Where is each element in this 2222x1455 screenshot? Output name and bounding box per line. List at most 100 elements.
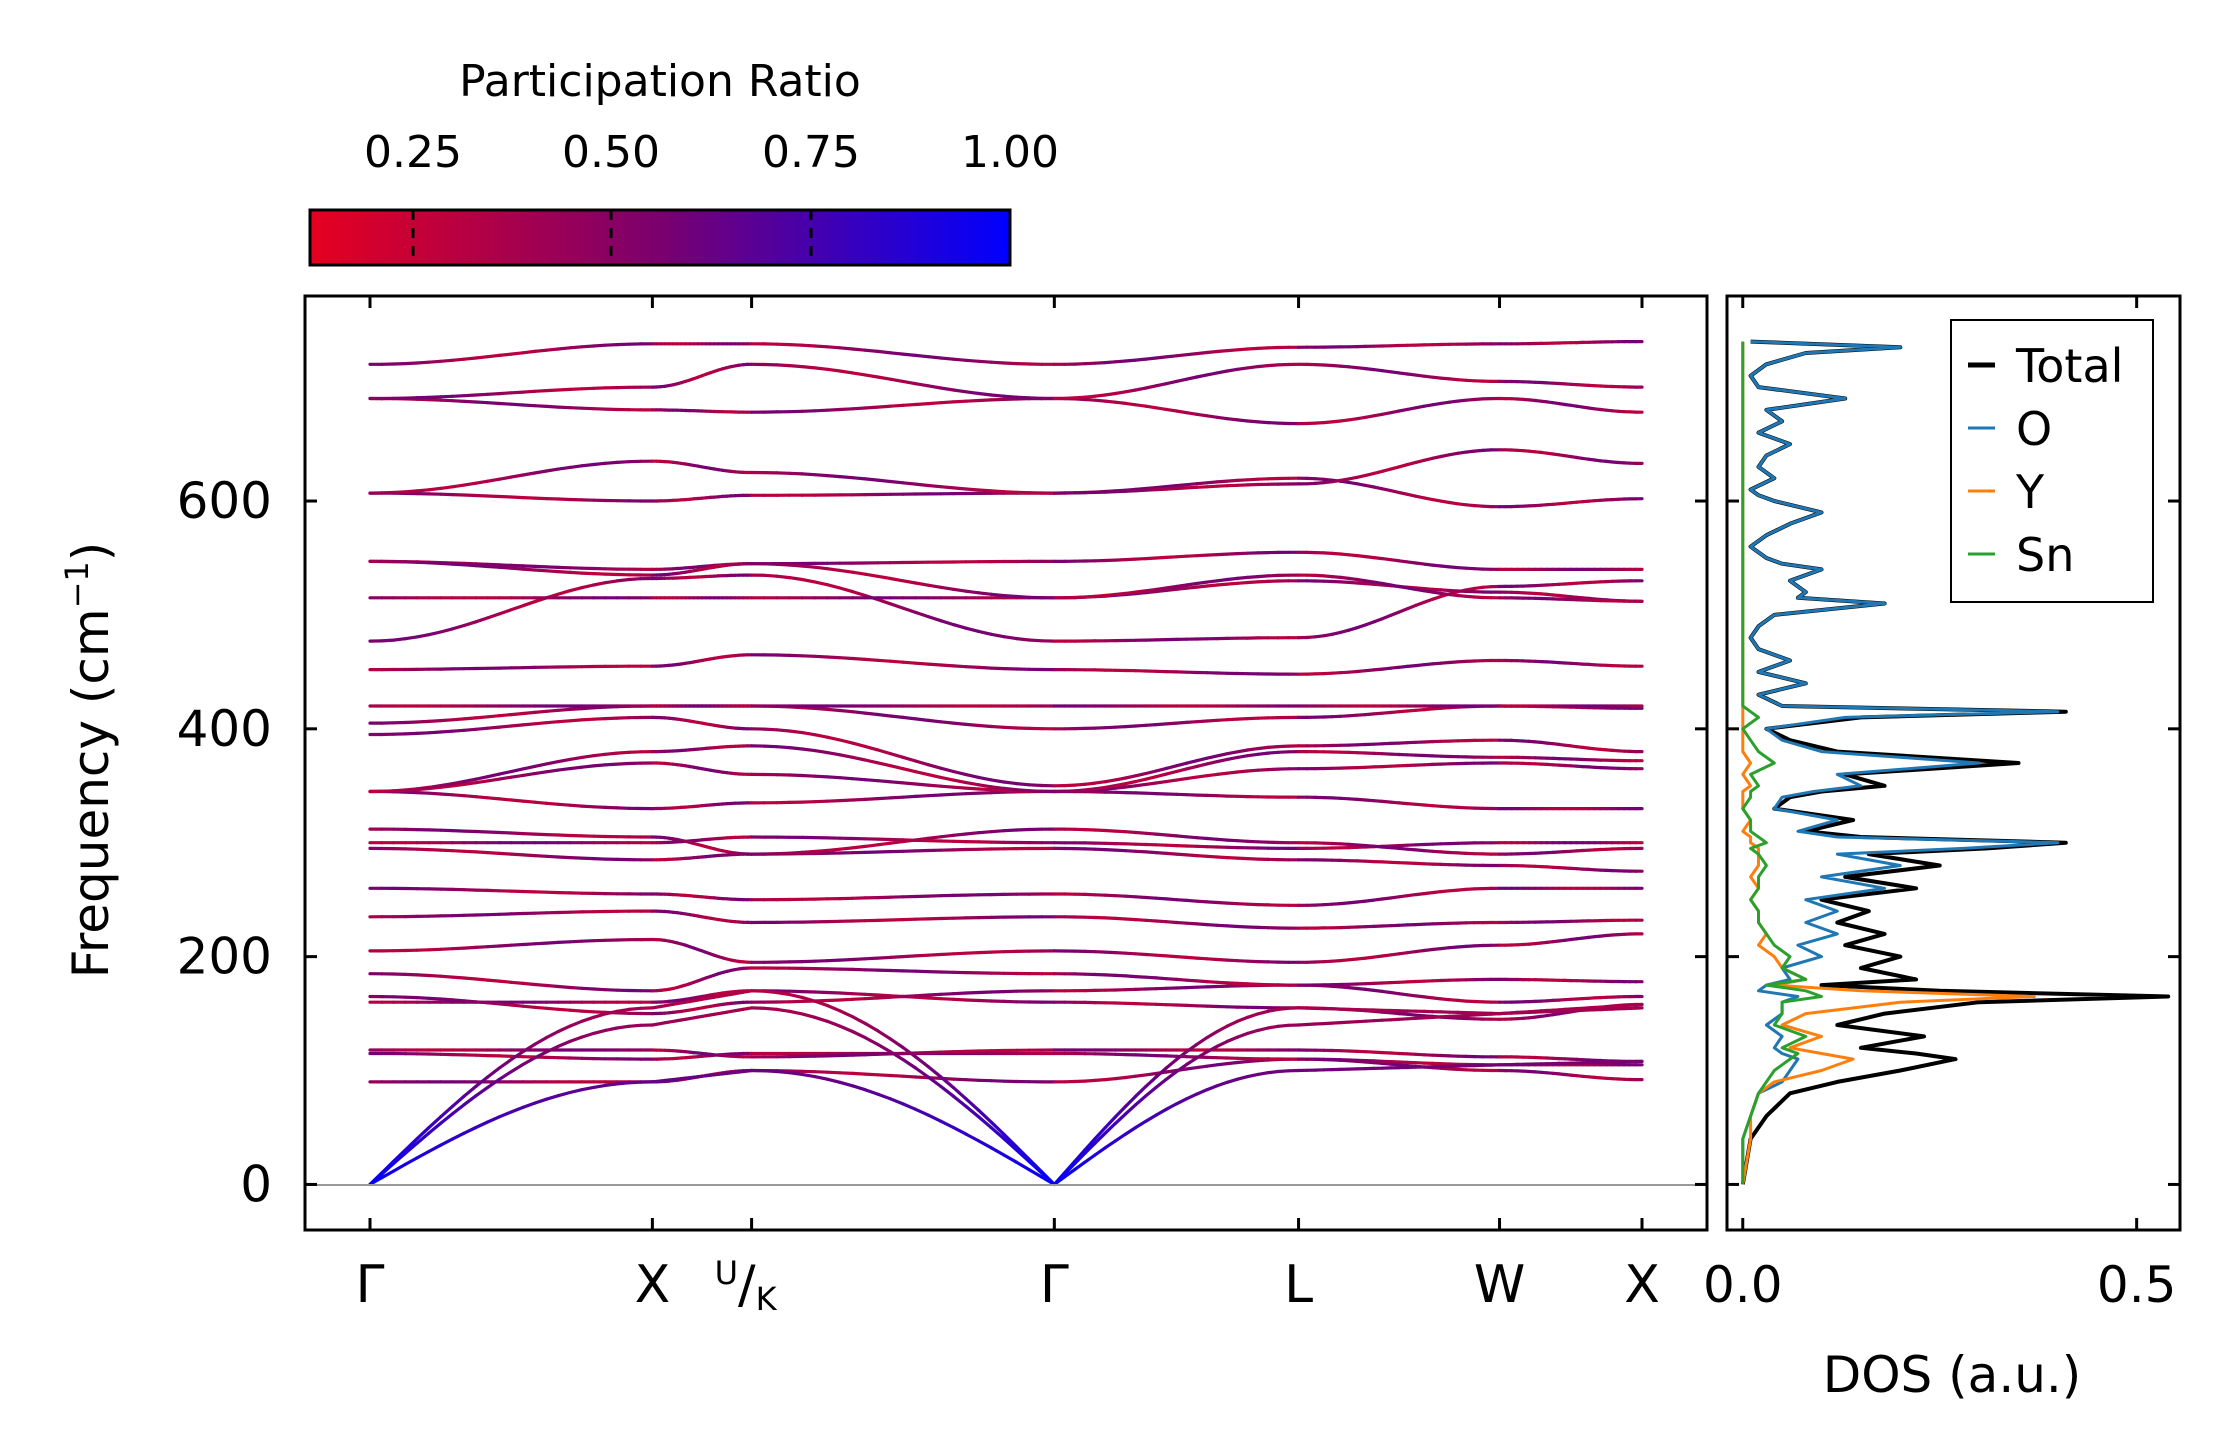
band-segment [901, 481, 918, 486]
band-segment [762, 744, 779, 749]
band-segment [888, 839, 905, 845]
acoustic-band-segment [977, 1139, 993, 1150]
band-segment [1195, 756, 1209, 763]
band-segment [813, 706, 829, 712]
band-segment [403, 972, 419, 977]
acoustic-band-segment [1134, 1094, 1148, 1107]
band-segment [1225, 855, 1240, 860]
band-segment [556, 833, 572, 838]
band-segment [1027, 638, 1044, 643]
band-segment [1235, 981, 1250, 986]
acoustic-band-segment [521, 1056, 537, 1067]
band-segment [951, 664, 968, 669]
acoustic-band-segment [1184, 1092, 1199, 1101]
band-segment [556, 465, 572, 471]
band-segment [863, 992, 880, 997]
band-segment [1276, 750, 1291, 754]
band-segment [1235, 924, 1250, 929]
band-segment [1014, 594, 1031, 599]
acoustic-band-segment [1205, 1044, 1219, 1054]
band-segment [544, 854, 560, 859]
band-segment [901, 660, 918, 665]
band-segment [556, 405, 572, 410]
band-segment [486, 477, 501, 483]
band-segment [591, 343, 607, 348]
band-segment [1215, 479, 1229, 484]
band-segment [1205, 349, 1219, 355]
band-segment [462, 976, 478, 981]
band-segment [775, 363, 792, 368]
acoustic-band-segment [462, 1084, 478, 1098]
band-segment [1174, 586, 1189, 591]
band-segment [977, 359, 993, 364]
band-segment [1256, 364, 1270, 369]
band-segment [603, 579, 619, 585]
acoustic-band-segment [627, 1023, 643, 1028]
acoustic-band-segment [876, 1042, 893, 1054]
band-segment [533, 721, 549, 726]
band-segment [556, 346, 572, 351]
band-segment [951, 785, 968, 790]
band-segment [415, 731, 431, 736]
band-segment [876, 995, 893, 1000]
band-segment [1144, 850, 1158, 855]
band-segment [521, 799, 537, 804]
acoustic-band-segment [1235, 1074, 1250, 1081]
band-segment [951, 357, 968, 362]
band-segment [838, 798, 855, 803]
band-segment [926, 763, 943, 770]
band-segment [977, 488, 993, 493]
band-segment [813, 366, 829, 371]
band-segment [1164, 555, 1179, 560]
band-segment [1134, 974, 1148, 979]
band-segment [544, 983, 560, 989]
band-segment [533, 832, 549, 837]
band-segment [1134, 589, 1148, 594]
band-segment [568, 939, 584, 944]
band-segment [1073, 788, 1087, 793]
band-y-tick-label: 0 [240, 1155, 272, 1213]
band-segment [580, 583, 596, 590]
band-segment [427, 486, 443, 492]
kpoint-label-slash: / [738, 1255, 756, 1315]
band-segment [1174, 761, 1189, 768]
band-segment [863, 657, 880, 662]
band-segment [1195, 412, 1209, 418]
band-segment [1225, 981, 1240, 986]
band-segment [1062, 789, 1077, 793]
band-segment [1174, 954, 1189, 960]
band-segment [1235, 902, 1250, 906]
band-segment [1266, 573, 1280, 578]
band-segment [509, 566, 525, 571]
band-segment [1164, 484, 1179, 489]
band-segment [1103, 786, 1118, 791]
band-segment [1266, 421, 1280, 425]
band-segment [1073, 782, 1087, 787]
band-segment [450, 828, 466, 833]
band-segment [591, 1010, 607, 1015]
band-segment [544, 720, 560, 725]
band-segment [863, 843, 880, 849]
band-segment [876, 658, 893, 663]
band-segment [964, 1078, 981, 1082]
band-segment [1184, 898, 1199, 903]
kpoint-label: L [1284, 1255, 1313, 1315]
band-segment [1014, 781, 1031, 787]
band-segment [580, 804, 596, 809]
dos-ticks: 0.0 0.5 [1703, 296, 2180, 1314]
band-segment [1103, 783, 1118, 790]
band-segment [1113, 724, 1128, 729]
band-segment [850, 710, 867, 715]
band-segment [1246, 839, 1260, 844]
band-segment [439, 782, 454, 788]
acoustic-band-segment [580, 1015, 596, 1023]
band-segment [1195, 580, 1209, 586]
band-segment [556, 802, 572, 807]
band-segment [533, 564, 549, 569]
acoustic-band-segment [1164, 1102, 1179, 1111]
band-segment [580, 386, 596, 391]
band-segment [474, 355, 490, 360]
band-segment [876, 478, 893, 484]
colorbar-tick-label: 0.50 [562, 127, 660, 178]
band-segment [462, 727, 478, 732]
